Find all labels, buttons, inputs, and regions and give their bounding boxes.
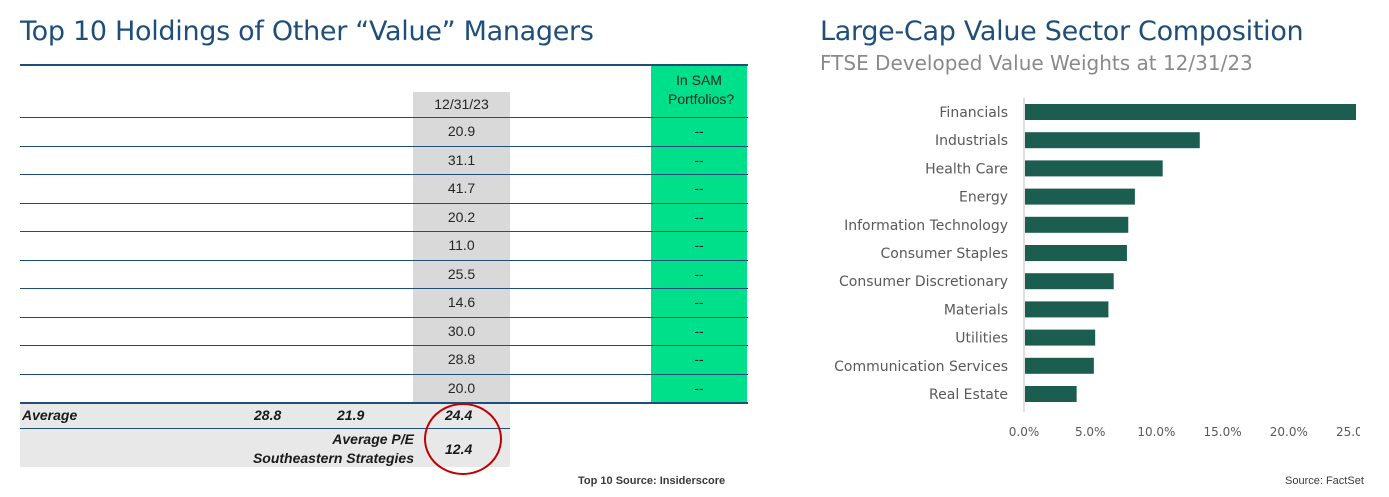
highlight-circle [424,403,502,475]
bar [1025,245,1127,261]
left-title-rule [20,64,748,66]
category-label: Energy [959,190,1008,206]
row-pe-value: 30.0 [447,323,476,339]
x-tick-label: 5.0% [1075,425,1106,439]
bar [1025,104,1356,120]
category-label: Consumer Discretionary [839,274,1008,290]
category-label: Utilities [955,331,1008,347]
row-in-sam: -- [694,380,704,396]
row-in-sam: -- [694,152,704,168]
bar [1025,188,1135,205]
category-label: Real Estate [929,387,1008,403]
row-divider [20,374,748,375]
row-divider [20,317,748,318]
row-in-sam: -- [694,294,704,310]
row-pe-value: 41.7 [447,180,476,196]
row-in-sam: -- [694,237,704,253]
category-label: Communication Services [834,359,1008,375]
x-tick-label: 25.0% [1336,425,1360,439]
bar [1025,273,1114,290]
category-label: Health Care [925,161,1008,177]
row-in-sam: -- [694,123,704,139]
col-header-date: 12/31/23 [434,96,489,112]
row-divider [20,174,748,175]
category-label: Information Technology [844,218,1008,234]
row-in-sam: -- [694,180,704,196]
row-divider [20,146,748,147]
date-column-bg [413,92,510,402]
category-label: Materials [944,302,1008,318]
x-tick-label: 20.0% [1270,425,1308,439]
category-label: Industrials [935,133,1008,149]
row-pe-value: 20.9 [447,123,476,139]
row-pe-value: 11.0 [448,237,475,253]
bar [1025,301,1109,318]
row-in-sam: -- [694,266,704,282]
left-title: Top 10 Holdings of Other “Value” Manager… [20,16,594,47]
x-tick-label: 10.0% [1137,425,1175,439]
bar [1025,132,1200,149]
bar [1025,386,1077,402]
category-label: Consumer Staples [881,246,1008,262]
x-tick-label: 15.0% [1204,425,1242,439]
average-label: Average [22,407,78,423]
left-source: Top 10 Source: Insiderscore [578,475,726,487]
bar [1025,160,1163,177]
average-row-bottom-line [20,428,510,429]
bar [1025,329,1096,346]
row-divider [20,231,748,232]
row-divider [20,345,748,346]
col-header-sam: In SAM Portfolios? [668,72,735,107]
sam-column-bg [651,66,747,402]
row-divider [20,117,748,118]
row-pe-value: 31.1 [447,152,476,168]
row-in-sam: -- [694,323,704,339]
row-in-sam: -- [694,351,704,367]
row-pe-value: 14.6 [447,294,476,310]
average-value-1: 28.8 [254,407,282,423]
sam-pe-label-line2: Southeastern Strategies [252,450,414,466]
row-pe-value: 20.2 [447,209,476,225]
sector-bar-chart: Financials Industrials Health Care Energy In… [834,98,1360,439]
row-divider [20,288,748,289]
row-divider [20,260,748,261]
row-pe-value: 28.8 [447,351,476,367]
average-value-2: 21.9 [337,407,365,423]
right-subtitle: FTSE Developed Value Weights at 12/31/23 [820,51,1253,75]
x-tick-label: 0.0% [1009,425,1040,439]
bar [1025,357,1094,374]
row-pe-value: 20.0 [447,380,476,396]
average-row-top-line [20,402,748,404]
sam-pe-label-line1: Average P/E [332,431,414,447]
right-source: Source: FactSet [1285,475,1364,487]
category-label: Financials [939,105,1008,121]
bar [1025,216,1129,233]
row-divider [20,203,748,204]
row-pe-value: 25.5 [447,266,476,282]
row-in-sam: -- [694,209,704,225]
right-title: Large-Cap Value Sector Composition [820,16,1304,47]
